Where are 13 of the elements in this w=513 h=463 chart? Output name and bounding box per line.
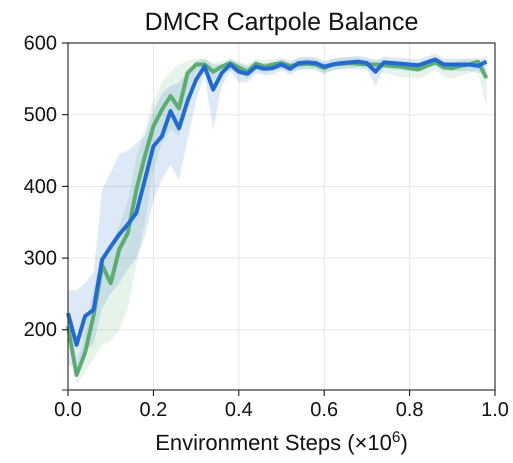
x-tick-label: 1.0: [481, 399, 509, 422]
chart-title: DMCR Cartpole Balance: [144, 8, 418, 36]
x-tick-label: 0.4: [224, 399, 253, 422]
y-tick-label: 400: [24, 176, 57, 198]
x-tick-label: 0.6: [310, 399, 338, 422]
y-tick-label: 500: [24, 104, 57, 126]
x-axis-title: Environment Steps (×10$^{6}$): [155, 428, 408, 455]
x-tick-label: 0.8: [396, 399, 424, 422]
y-tick-label: 200: [24, 319, 57, 342]
y-tick-label: 300: [24, 247, 57, 270]
x-tick-label: 0.0: [54, 399, 82, 422]
x-tick-label: 0.2: [139, 399, 168, 422]
y-tick-label: 600: [24, 32, 57, 54]
